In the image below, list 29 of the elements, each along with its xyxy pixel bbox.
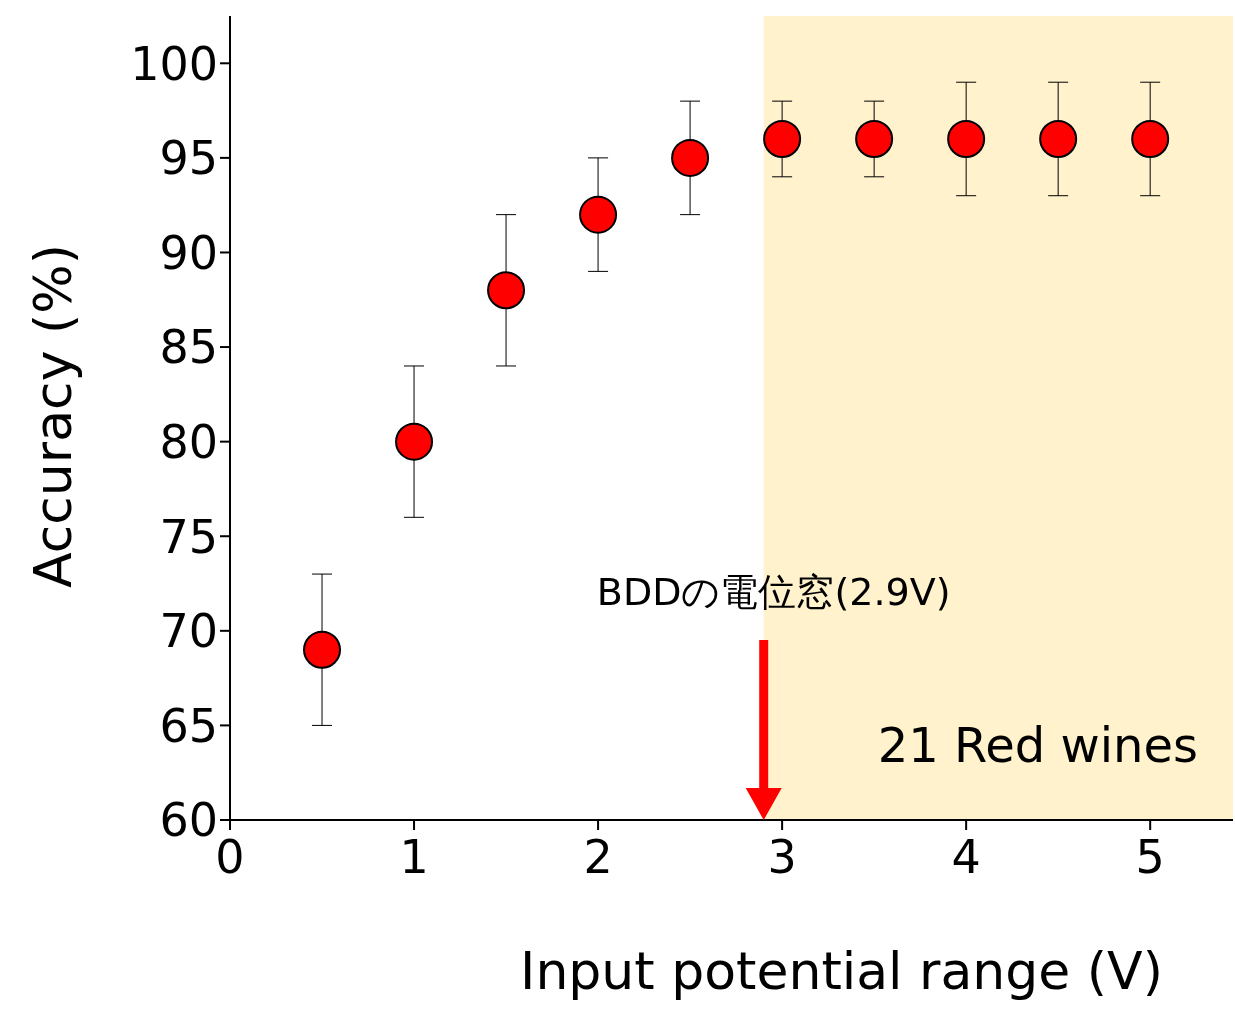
point <box>579 195 618 234</box>
x-axis-title: Input potential range (V) <box>520 941 1163 1001</box>
y-tick-label: 60 <box>159 793 218 848</box>
point <box>947 119 986 158</box>
y-tick-label: 95 <box>159 131 218 186</box>
point <box>671 138 710 177</box>
x-tick-label: 0 <box>215 829 245 884</box>
annotation: 21 Red wines <box>877 717 1198 773</box>
y-tick-label: 85 <box>159 320 218 375</box>
y-axis-title: Accuracy (%) <box>23 244 84 588</box>
point <box>763 119 802 158</box>
x-tick-label: 1 <box>399 829 429 884</box>
point <box>487 271 526 310</box>
y-tick-label: 70 <box>159 604 218 659</box>
point <box>1039 119 1078 158</box>
x-tick-label: 5 <box>1135 829 1165 884</box>
point <box>855 119 894 158</box>
x-tick-label: 4 <box>951 829 981 884</box>
y-tick-label: 90 <box>159 225 218 280</box>
point <box>395 422 434 461</box>
y-tick-label: 100 <box>130 36 218 91</box>
annotation: BDDの電位窓(2.9V) <box>596 570 951 614</box>
y-tick-label: 65 <box>159 698 218 753</box>
point <box>303 630 342 669</box>
point <box>1131 119 1170 158</box>
y-tick-label: 80 <box>159 414 218 469</box>
x-tick-label: 2 <box>583 829 613 884</box>
x-tick-label: 3 <box>767 829 797 884</box>
y-tick-label: 75 <box>159 509 218 564</box>
